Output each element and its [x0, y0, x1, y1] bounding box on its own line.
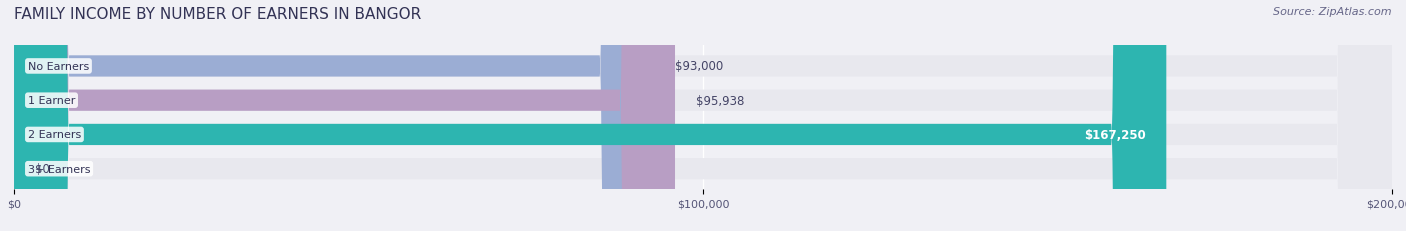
- FancyBboxPatch shape: [14, 0, 655, 231]
- Text: 3+ Earners: 3+ Earners: [28, 164, 90, 174]
- FancyBboxPatch shape: [14, 0, 675, 231]
- Text: $93,000: $93,000: [675, 60, 724, 73]
- Text: Source: ZipAtlas.com: Source: ZipAtlas.com: [1274, 7, 1392, 17]
- Text: 1 Earner: 1 Earner: [28, 96, 75, 106]
- Text: $167,250: $167,250: [1084, 128, 1146, 141]
- FancyBboxPatch shape: [14, 0, 1392, 231]
- Text: $95,938: $95,938: [696, 94, 744, 107]
- Text: $0: $0: [35, 162, 49, 175]
- FancyBboxPatch shape: [14, 0, 1392, 231]
- Text: FAMILY INCOME BY NUMBER OF EARNERS IN BANGOR: FAMILY INCOME BY NUMBER OF EARNERS IN BA…: [14, 7, 422, 22]
- FancyBboxPatch shape: [14, 0, 1392, 231]
- Text: No Earners: No Earners: [28, 62, 89, 72]
- Text: 2 Earners: 2 Earners: [28, 130, 82, 140]
- FancyBboxPatch shape: [14, 0, 1167, 231]
- FancyBboxPatch shape: [14, 0, 1392, 231]
